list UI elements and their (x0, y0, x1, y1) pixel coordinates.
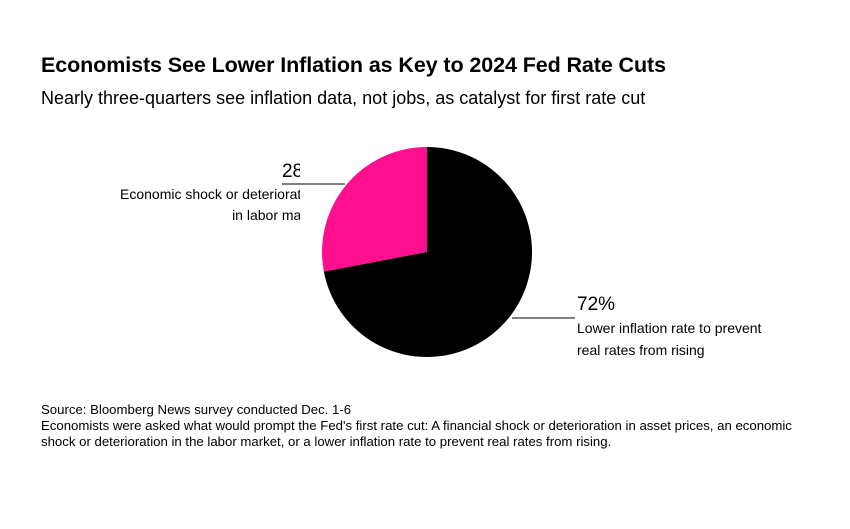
chart-subtitle: Nearly three-quarters see inflation data… (41, 88, 646, 108)
chart-footnotes: Source: Bloomberg News survey conducted … (41, 402, 821, 450)
slice-label-labor: 28% Economic shock or deterioration in l… (120, 161, 300, 225)
chart-title: Economists See Lower Inflation as Key to… (41, 53, 666, 77)
slice-label-inflation: 72% Lower inflation rate to prevent real… (577, 294, 761, 360)
left-label-clip: 28% Economic shock or deterioration in l… (40, 150, 300, 230)
slice-percent-inflation: 72% (577, 294, 616, 315)
pie-slice-labor (321, 147, 427, 272)
slice-percent-labor: 28% (281, 161, 300, 182)
slice-desc-inflation-line1: Lower inflation rate to prevent (577, 320, 762, 336)
slice-desc-inflation-line2: real rates from rising (577, 342, 705, 358)
slice-desc-labor-line1: Economic shock or deterioration (120, 186, 300, 202)
pie-slice-inflation (323, 147, 532, 357)
slice-desc-labor-line2: in labor maket (232, 207, 300, 223)
source-note: Source: Bloomberg News survey conducted … (41, 402, 352, 417)
methodology-note: Economists were asked what would prompt … (41, 418, 792, 449)
